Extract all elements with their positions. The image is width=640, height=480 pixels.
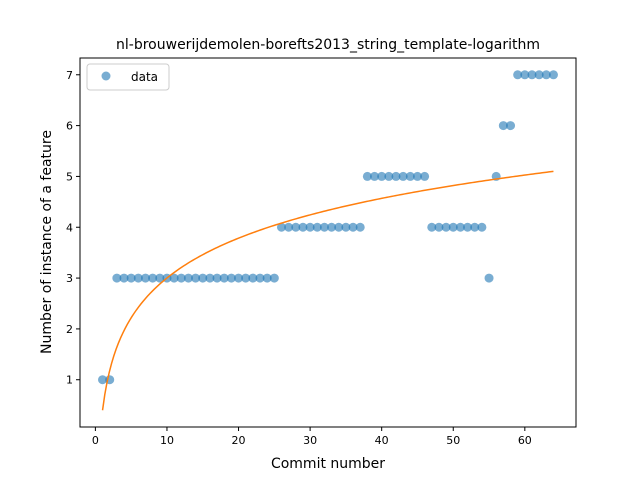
data-point <box>126 273 136 283</box>
y-tick-label: 1 <box>66 374 73 387</box>
data-point <box>398 171 408 181</box>
data-point <box>420 171 430 181</box>
data-point <box>534 70 544 80</box>
y-tick-label: 6 <box>66 120 73 133</box>
data-point <box>219 273 229 283</box>
chart-title: nl-brouwerijdemolen-borefts2013_string_t… <box>116 37 540 53</box>
data-point <box>506 121 516 131</box>
data-point <box>241 273 251 283</box>
data-point <box>520 70 530 80</box>
x-tick-label: 30 <box>303 434 317 447</box>
data-point <box>269 273 279 283</box>
x-axis-label: Commit number <box>271 456 385 472</box>
data-point <box>448 222 458 232</box>
data-point <box>334 222 344 232</box>
data-point <box>312 222 322 232</box>
data-point <box>348 222 358 232</box>
data-point <box>405 171 415 181</box>
plot-area <box>98 70 558 411</box>
data-point <box>234 273 244 283</box>
legend-marker <box>101 71 111 81</box>
data-point <box>341 222 351 232</box>
data-point <box>477 222 487 232</box>
data-point <box>183 273 193 283</box>
data-point <box>148 273 158 283</box>
data-point <box>355 222 365 232</box>
data-point <box>133 273 143 283</box>
x-tick-label: 60 <box>518 434 532 447</box>
data-point <box>362 171 372 181</box>
data-point <box>441 222 451 232</box>
data-point <box>198 273 208 283</box>
data-point <box>455 222 465 232</box>
data-point <box>169 273 179 283</box>
data-point <box>248 273 258 283</box>
y-tick-label: 7 <box>66 69 73 82</box>
data-point <box>527 70 537 80</box>
data-point <box>470 222 480 232</box>
data-point <box>541 70 551 80</box>
data-point <box>327 222 337 232</box>
fit-line <box>101 170 554 411</box>
data-point <box>191 273 201 283</box>
data-point <box>212 273 222 283</box>
data-point <box>412 171 422 181</box>
data-point <box>176 273 186 283</box>
data-point <box>391 171 401 181</box>
data-point <box>262 273 272 283</box>
data-point <box>119 273 129 283</box>
data-point <box>498 121 508 131</box>
x-tick-label: 40 <box>375 434 389 447</box>
y-tick-label: 3 <box>66 272 73 285</box>
data-point <box>384 171 394 181</box>
data-point <box>155 273 165 283</box>
data-point <box>226 273 236 283</box>
data-point <box>463 222 473 232</box>
data-point <box>427 222 437 232</box>
y-axis: 1 2 3 4 5 6 7 <box>66 69 80 387</box>
legend-label: data <box>131 70 158 84</box>
data-point <box>298 222 308 232</box>
legend: data <box>86 63 170 91</box>
data-point <box>112 273 122 283</box>
data-point <box>140 273 150 283</box>
x-tick-label: 50 <box>446 434 460 447</box>
x-tick-label: 20 <box>232 434 246 447</box>
data-point <box>276 222 286 232</box>
y-tick-label: 5 <box>66 170 73 183</box>
legend-box <box>86 63 170 91</box>
data-point <box>484 273 494 283</box>
y-axis-label: Number of instance of a feature <box>39 130 55 354</box>
data-point <box>548 70 558 80</box>
y-tick-label: 2 <box>66 323 73 336</box>
data-point <box>434 222 444 232</box>
data-point <box>370 171 380 181</box>
data-point <box>98 375 108 385</box>
data-point <box>377 171 387 181</box>
data-point <box>319 222 329 232</box>
data-point <box>291 222 301 232</box>
data-point <box>255 273 265 283</box>
data-point <box>305 222 315 232</box>
data-point <box>284 222 294 232</box>
data-point <box>513 70 523 80</box>
x-tick-label: 0 <box>92 434 99 447</box>
x-tick-label: 10 <box>160 434 174 447</box>
data-point <box>205 273 215 283</box>
axes-frame <box>79 57 577 428</box>
x-axis: 0 10 20 30 40 50 60 <box>92 427 532 447</box>
y-tick-label: 4 <box>66 221 73 234</box>
